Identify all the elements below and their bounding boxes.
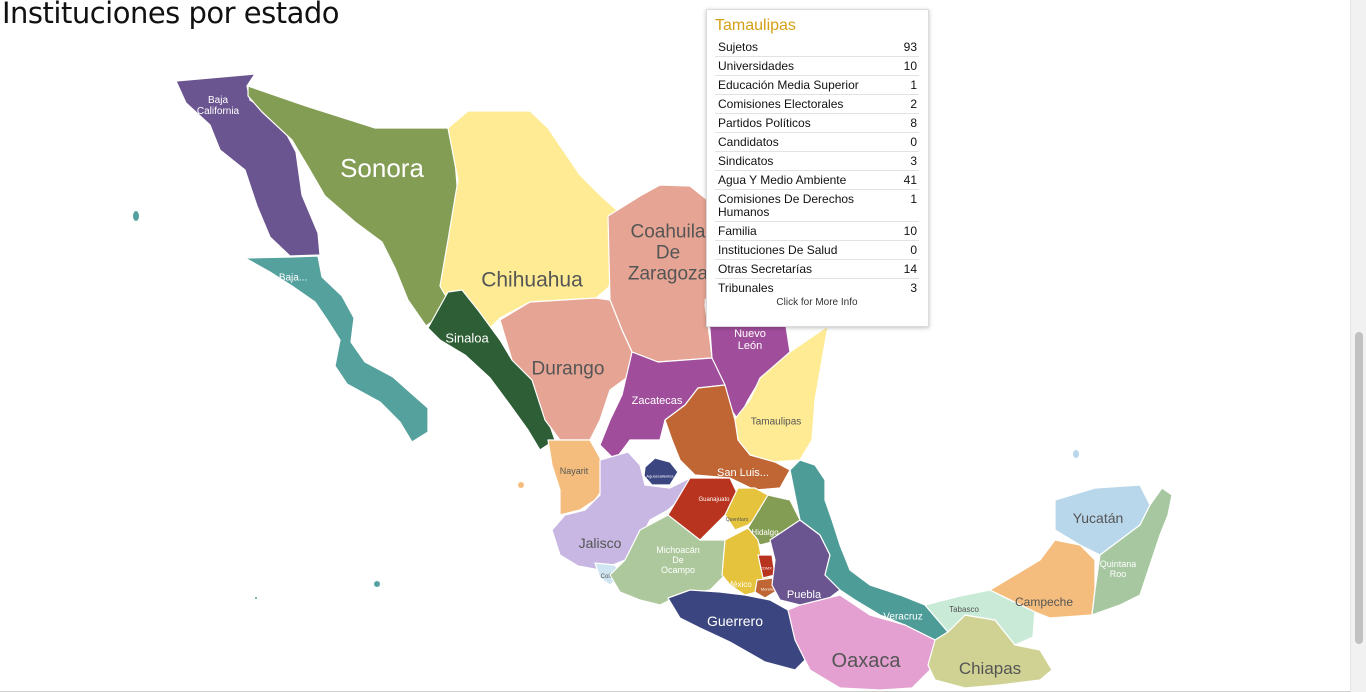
row-value: 8 <box>880 113 919 133</box>
row-value: 10 <box>880 56 919 76</box>
row-label: Tribunales <box>718 281 774 295</box>
state-san-luis-potosí[interactable] <box>664 384 791 491</box>
row-value: 3 <box>880 151 919 171</box>
tooltip-row: Candidatos 0 <box>715 132 919 152</box>
state-campeche[interactable] <box>989 539 1096 619</box>
row-label: Universidades <box>715 56 880 76</box>
tooltip-row: Agua Y Medio Ambiente 41 <box>715 170 919 190</box>
row-label: Partidos Políticos <box>715 113 880 133</box>
page-title: Instituciones por estado <box>2 0 340 30</box>
row-value: 14 <box>880 259 919 279</box>
state-tabasco[interactable] <box>924 589 1036 646</box>
row-value: 1 <box>880 75 919 95</box>
more-info-link[interactable]: Click for More Info <box>776 297 858 308</box>
tooltip-row: Tribunales 3 <box>715 279 919 298</box>
tooltip-row: Sujetos 93 <box>715 38 919 57</box>
row-label: Comisiones Electorales <box>715 94 880 114</box>
row-value: 0 <box>880 240 919 260</box>
row-value: 0 <box>880 132 919 152</box>
island-shape <box>255 597 257 599</box>
institutions-table: Sujetos 93 Universidades 10 Educación Media … <box>715 38 919 297</box>
state-durango[interactable] <box>499 297 641 441</box>
state-aguascalientes[interactable] <box>643 457 679 486</box>
island-shape <box>518 482 524 488</box>
tooltip-row: Comisiones Electorales 2 <box>715 94 919 114</box>
row-value: 41 <box>880 170 919 190</box>
tooltip-row: Otras Secretarías 14 <box>715 259 919 279</box>
state-baja-california[interactable] <box>175 73 321 257</box>
tooltip-row: Familia 10 <box>715 221 919 241</box>
vertical-scrollbar[interactable] <box>1350 0 1366 692</box>
row-label: Instituciones De Salud <box>715 240 880 260</box>
row-value: 3 <box>910 281 917 295</box>
state-guerrero[interactable] <box>667 589 806 671</box>
tooltip-row: Comisiones De Derechos Humanos 1 <box>715 189 919 222</box>
island-shape <box>374 581 380 587</box>
island-shape <box>1073 450 1079 458</box>
tooltip-row: Partidos Políticos 8 <box>715 113 919 133</box>
row-value: 93 <box>880 38 919 57</box>
row-label: Comisiones De Derechos Humanos <box>715 189 880 222</box>
row-value: 1 <box>880 189 919 222</box>
tooltip-row: Educación Media Superior 1 <box>715 75 919 95</box>
row-value: 2 <box>880 94 919 114</box>
row-label: Familia <box>715 221 880 241</box>
row-label: Educación Media Superior <box>715 75 880 95</box>
tooltip-row: Sindicatos 3 <box>715 151 919 171</box>
scrollbar-thumb[interactable] <box>1355 332 1363 644</box>
row-label: Agua Y Medio Ambiente <box>715 170 880 190</box>
state-baja-california-sur[interactable] <box>244 255 429 443</box>
row-label: Sujetos <box>715 38 880 57</box>
row-label: Candidatos <box>715 132 880 152</box>
state-zacatecas[interactable] <box>599 351 726 461</box>
tooltip-state-name: Tamaulipas <box>715 17 796 34</box>
tooltip-row: Instituciones De Salud 0 <box>715 240 919 260</box>
state-quintana-roo[interactable] <box>1091 487 1173 616</box>
row-value: 10 <box>880 221 919 241</box>
row-label: Sindicatos <box>715 151 880 171</box>
island-shape <box>133 211 139 221</box>
row-label: Otras Secretarías <box>715 259 880 279</box>
state-info-tooltip: Tamaulipas Sujetos 93 Universidades 10 Educa… <box>706 9 929 327</box>
tooltip-row: Universidades 10 <box>715 56 919 76</box>
